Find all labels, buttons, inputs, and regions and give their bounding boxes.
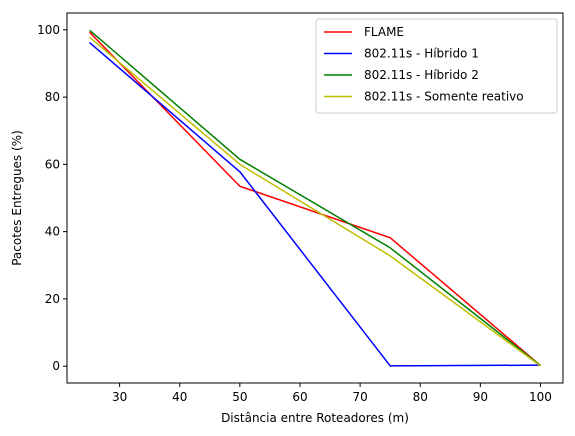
x-axis-label: Distância entre Roteadores (m) [221, 411, 409, 425]
x-axis: 30 40 50 60 70 80 90 100 [112, 383, 552, 404]
legend-label-2: 802.11s - Híbrido 1 [364, 47, 479, 61]
legend-label-4: 802.11s - Somente reativo [364, 90, 524, 104]
legend: FLAME 802.11s - Híbrido 1 802.11s - Híbrid… [315, 18, 558, 114]
y-tick-label: 40 [45, 225, 60, 239]
y-tick-label: 80 [45, 90, 60, 104]
x-tick-label: 50 [232, 390, 247, 404]
plot-frame [66, 12, 564, 384]
series-layer [89, 29, 541, 367]
x-tick-label: 30 [112, 390, 127, 404]
x-tick-label: 60 [292, 390, 307, 404]
legend-frame [315, 18, 558, 114]
series-line-2 [89, 42, 541, 367]
x-tick-label: 40 [172, 390, 187, 404]
legend-label-3: 802.11s - Híbrido 2 [364, 68, 479, 82]
series-line-4 [89, 36, 541, 367]
x-tick-label: 100 [529, 390, 552, 404]
legend-label-1: FLAME [364, 25, 404, 39]
series-line-3 [89, 29, 541, 367]
x-tick-label: 80 [413, 390, 428, 404]
x-tick-label: 70 [352, 390, 367, 404]
y-tick-label: 60 [45, 157, 60, 171]
x-tick-label: 90 [473, 390, 488, 404]
y-tick-label: 20 [45, 292, 60, 306]
y-tick-label: 0 [52, 359, 60, 373]
y-axis: 0 20 40 60 80 100 [37, 23, 67, 373]
y-tick-label: 100 [37, 23, 60, 37]
series-line-1 [89, 31, 541, 367]
y-axis-label: Pacotes Entregues (%) [10, 130, 24, 266]
